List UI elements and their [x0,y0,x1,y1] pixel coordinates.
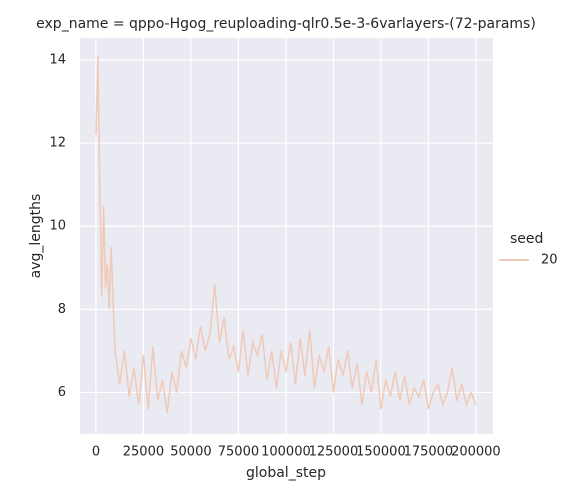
x-tick-label: 200000 [451,445,501,460]
legend-title: seed [510,231,543,247]
y-tick-label: 10 [49,219,66,234]
y-tick-label: 6 [58,385,66,400]
y-tick-label: 14 [49,53,66,68]
chart-title: exp_name = qppo-Hgog_reuploading-qlr0.5e… [36,16,536,32]
x-tick-label: 75000 [218,445,259,460]
x-tick-label: 25000 [123,445,164,460]
data-line [95,55,477,414]
y-axis-label: avg_lengths [28,194,44,279]
legend-label: 20 [541,253,558,268]
x-tick-label: 0 [92,445,100,460]
x-tick-label: 100000 [261,445,311,460]
x-tick-label: 150000 [356,445,406,460]
x-tick-label: 175000 [404,445,454,460]
x-tick-label: 50000 [170,445,211,460]
y-tick-label: 12 [49,136,66,151]
x-axis-label: global_step [246,465,326,481]
x-tick-label: 125000 [309,445,359,460]
y-tick-label: 8 [58,302,66,317]
